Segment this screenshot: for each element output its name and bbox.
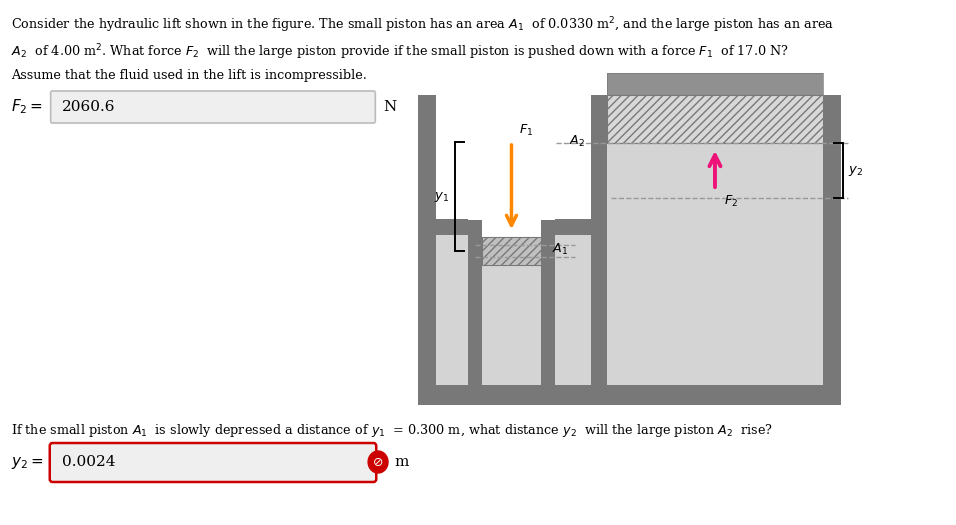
Text: $A_2$  of 4.00 m$^2$. What force $F_2$  will the large piston provide if the sma: $A_2$ of 4.00 m$^2$. What force $F_2$ wi… xyxy=(11,42,789,61)
Text: $A_2$: $A_2$ xyxy=(569,133,585,149)
Text: $\oslash$: $\oslash$ xyxy=(373,456,383,468)
Bar xyxy=(436,219,467,235)
Text: If the small piston $A_1$  is slowly depressed a distance of $y_1$  = 0.300 m, w: If the small piston $A_1$ is slowly depr… xyxy=(11,422,773,439)
Bar xyxy=(541,220,555,385)
Text: $F_2 =$: $F_2 =$ xyxy=(11,98,43,117)
Text: $y_2 =$: $y_2 =$ xyxy=(11,455,44,471)
Text: Assume that the fluid used in the lift is incompressible.: Assume that the fluid used in the lift i… xyxy=(11,69,367,82)
Bar xyxy=(418,95,436,405)
Text: Consider the hydraulic lift shown in the figure. The small piston has an area $A: Consider the hydraulic lift shown in the… xyxy=(11,15,834,35)
Text: $y_1$: $y_1$ xyxy=(434,190,449,204)
Text: $y_2$: $y_2$ xyxy=(848,163,863,177)
Bar xyxy=(607,73,823,95)
Bar xyxy=(823,95,841,405)
Bar xyxy=(467,220,482,385)
Bar xyxy=(555,219,591,235)
Bar xyxy=(607,95,823,143)
Bar xyxy=(607,73,823,95)
FancyBboxPatch shape xyxy=(51,91,376,123)
Text: $F_2$: $F_2$ xyxy=(724,194,738,209)
Bar xyxy=(607,143,823,385)
Bar xyxy=(482,220,541,237)
Text: 2060.6: 2060.6 xyxy=(61,100,115,114)
Text: $A_1$: $A_1$ xyxy=(552,242,568,257)
Bar xyxy=(482,265,541,385)
Bar xyxy=(418,385,841,405)
FancyBboxPatch shape xyxy=(50,443,377,482)
Bar xyxy=(436,235,823,385)
Text: 0.0024: 0.0024 xyxy=(61,455,115,469)
Text: $F_1$: $F_1$ xyxy=(519,123,532,138)
Text: N: N xyxy=(383,100,397,114)
Bar xyxy=(591,95,607,385)
Text: m: m xyxy=(394,455,409,469)
Circle shape xyxy=(368,451,388,473)
Bar xyxy=(482,237,541,265)
